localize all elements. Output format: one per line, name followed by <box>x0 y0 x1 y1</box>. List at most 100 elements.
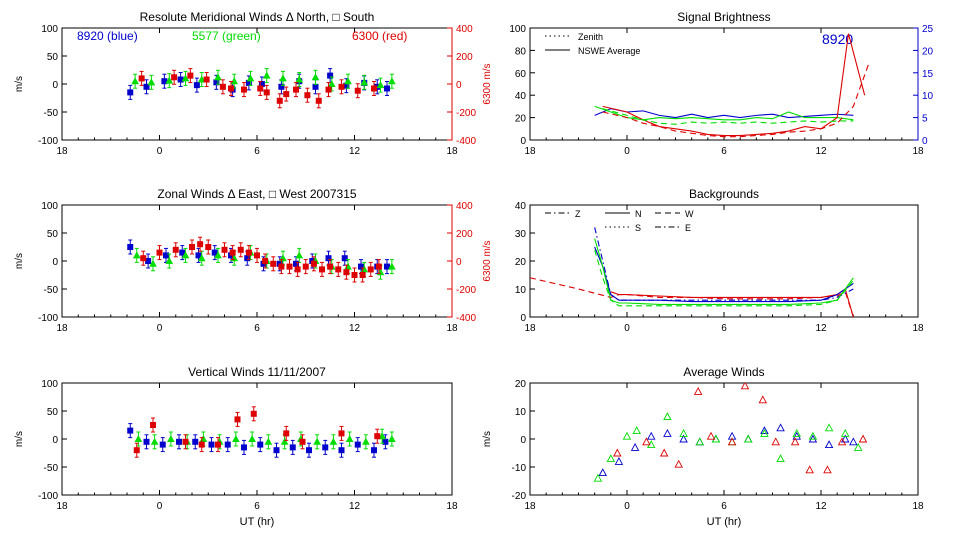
x-tick-label: 6 <box>721 323 727 334</box>
data-point <box>743 434 753 443</box>
data-point <box>156 249 163 256</box>
data-point <box>727 437 737 446</box>
x-tick-label: 18 <box>446 146 458 157</box>
data-point <box>171 74 178 81</box>
data-point <box>143 83 150 90</box>
data-point <box>311 73 320 81</box>
data-point <box>147 78 156 86</box>
data-point <box>241 86 247 93</box>
data-point <box>165 76 174 84</box>
data-point <box>679 434 688 443</box>
data-point <box>262 258 269 264</box>
data-point <box>295 75 304 83</box>
data-point <box>359 272 366 278</box>
y-tick-label: -100 <box>38 313 58 324</box>
y-axis-label: m/s <box>14 253 25 269</box>
data-point <box>150 422 156 428</box>
y-tick-label: -50 <box>44 463 59 474</box>
data-point <box>663 412 672 421</box>
data-point <box>179 249 186 256</box>
data-point <box>743 434 753 443</box>
x-tick-label: 6 <box>721 146 727 157</box>
panel-zonal: Zonal Winds Δ East, □ West 2007315 18 0 6 12… <box>14 187 493 334</box>
y-tick-label: 0 <box>52 80 58 91</box>
data-point <box>771 437 780 446</box>
y-tick-label: 20 <box>515 379 527 390</box>
data-point <box>279 74 287 82</box>
data-point <box>329 437 338 445</box>
y-tick-label: -100 <box>38 491 58 502</box>
y-tick-label: 0 <box>52 257 58 268</box>
data-point <box>740 383 750 390</box>
x-tick-label: 18 <box>446 323 458 334</box>
series-line <box>530 277 854 317</box>
data-point <box>606 454 616 463</box>
data-point <box>165 256 174 264</box>
data-point <box>758 395 768 404</box>
data-point <box>257 85 264 92</box>
right-tick-label: -200 <box>456 108 476 119</box>
right-tick-label: 0 <box>456 80 462 91</box>
data-point <box>228 85 234 92</box>
data-point <box>646 431 656 440</box>
y-tick-label: 50 <box>47 407 59 418</box>
series-line <box>594 227 854 301</box>
data-point <box>237 246 244 253</box>
x-tick-label: 18 <box>56 146 68 157</box>
data-point <box>127 427 134 434</box>
chart-title: Resolute Meridional Winds Δ North, □ Sou… <box>140 10 375 24</box>
y-tick-label: 40 <box>515 91 527 102</box>
right-tick-label: 400 <box>456 201 473 212</box>
wavelength-label: 6300 (red) <box>352 29 407 43</box>
data-point <box>695 437 705 446</box>
data-point <box>140 255 147 262</box>
x-tick-label: 12 <box>349 501 361 512</box>
right-tick-label: 400 <box>456 24 473 35</box>
data-point <box>254 252 260 259</box>
data-point <box>776 423 785 432</box>
wavelength-label: 5577 (green) <box>192 29 261 43</box>
x-tick-label: 12 <box>349 146 361 157</box>
legend-label: Zenith <box>578 32 603 42</box>
x-tick-label: 12 <box>815 146 827 157</box>
data-point <box>840 434 850 443</box>
y-tick-label: 0 <box>520 313 526 324</box>
y-tick-label: 50 <box>47 52 59 63</box>
right-tick-label: -400 <box>456 313 476 324</box>
y-tick-label: 20 <box>515 257 527 268</box>
data-point <box>289 444 296 451</box>
data-point <box>143 438 150 445</box>
data-point <box>382 438 389 445</box>
y-tick-label: 50 <box>47 229 59 240</box>
x-tick-label: 18 <box>56 501 68 512</box>
right-tick-label: 25 <box>922 24 934 35</box>
series-line <box>602 61 871 138</box>
chart-title: Zonal Winds Δ East, □ West 2007315 <box>157 187 356 201</box>
series-line <box>594 105 854 121</box>
y-tick-label: -10 <box>512 463 527 474</box>
right-tick-label: 200 <box>456 52 473 63</box>
data-point <box>371 85 377 92</box>
series-line <box>602 108 854 125</box>
data-point <box>354 87 361 94</box>
data-point <box>244 255 251 262</box>
data-point <box>159 441 166 448</box>
data-point <box>327 263 334 270</box>
right-tick-label: 0 <box>456 257 462 268</box>
annotation-label: 8920 <box>822 31 853 47</box>
data-point <box>343 269 350 276</box>
data-point <box>642 437 651 446</box>
data-point <box>312 83 319 90</box>
x-tick-label: 12 <box>349 323 361 334</box>
data-point <box>257 441 264 448</box>
data-point <box>232 434 240 442</box>
y-tick-label: -20 <box>512 491 527 502</box>
y-tick-label: 30 <box>515 229 527 240</box>
data-point <box>630 442 640 451</box>
data-point <box>338 447 345 454</box>
chart-title: Backgrounds <box>689 187 759 201</box>
data-point <box>198 441 205 448</box>
y-tick-label: 40 <box>515 201 527 212</box>
data-point <box>384 85 390 92</box>
data-point <box>367 266 374 273</box>
